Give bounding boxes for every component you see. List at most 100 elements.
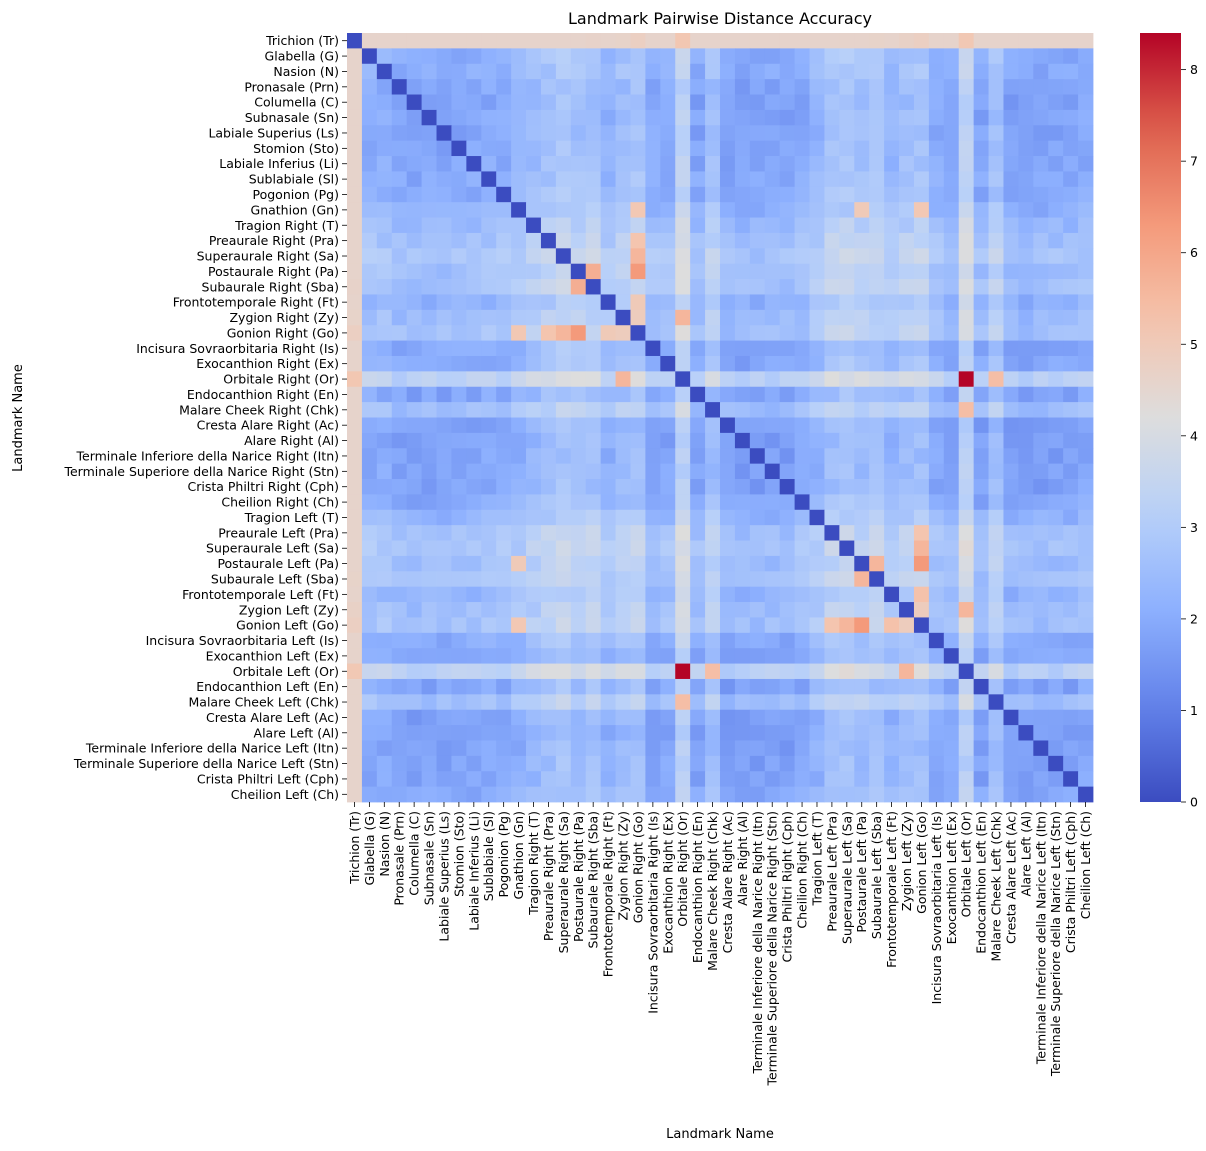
heatmap-cell — [899, 263, 915, 280]
heatmap-cell — [511, 156, 527, 172]
heatmap-cell — [854, 355, 870, 372]
heatmap-cell — [421, 340, 437, 357]
heatmap-cell — [481, 463, 497, 480]
heatmap-cell — [406, 432, 422, 449]
heatmap-cell — [421, 786, 437, 803]
heatmap-cell — [406, 740, 422, 757]
heatmap-cell — [988, 156, 1004, 172]
heatmap-cell — [585, 33, 602, 49]
heatmap-cell — [899, 171, 915, 188]
x-tick-label: Endocanthion Right (En) — [690, 811, 705, 963]
heatmap-cell — [1048, 63, 1064, 80]
heatmap-cell — [913, 725, 930, 741]
heatmap-cell — [928, 663, 945, 680]
heatmap-cell — [630, 540, 646, 557]
heatmap-cell — [973, 678, 989, 695]
heatmap-cell — [615, 463, 631, 480]
heatmap-cell — [436, 694, 452, 711]
heatmap-cell — [928, 694, 945, 711]
heatmap-cell — [690, 755, 706, 772]
y-tick-label: Cheilion Right (Ch) — [221, 495, 339, 510]
heatmap-cell — [645, 540, 661, 557]
heatmap-cell — [779, 571, 795, 588]
heatmap-cell — [973, 109, 989, 126]
heatmap-cell — [1018, 140, 1034, 157]
heatmap-cell — [585, 540, 602, 557]
heatmap-cell — [1048, 386, 1064, 403]
heatmap-cell — [958, 709, 975, 726]
heatmap-cell — [705, 540, 721, 557]
heatmap-cell — [854, 417, 870, 434]
heatmap-cell — [660, 171, 676, 188]
heatmap-cell — [764, 48, 781, 65]
y-tick-label: Cheilion Left (Ch) — [231, 787, 339, 802]
heatmap-cell — [839, 648, 855, 664]
y-tick-label: Tragion Left (T) — [244, 510, 339, 525]
heatmap-cell — [645, 217, 661, 234]
heatmap-cell — [973, 232, 989, 249]
heatmap-cell — [361, 202, 378, 218]
heatmap-cell — [451, 494, 467, 511]
heatmap-cell — [615, 232, 631, 249]
heatmap-cell — [615, 617, 631, 634]
heatmap-cell — [869, 156, 885, 172]
heatmap-cell — [854, 309, 870, 326]
heatmap-cell — [1063, 509, 1079, 526]
heatmap-cell — [734, 79, 751, 95]
y-tick-label: Frontotemporale Right (Ft) — [173, 295, 339, 310]
heatmap-cell — [839, 232, 855, 249]
heatmap-cell — [1063, 294, 1079, 311]
heatmap-cell — [1018, 33, 1034, 49]
heatmap-cell — [988, 386, 1004, 403]
heatmap-cell — [943, 125, 960, 142]
heatmap-cell — [884, 171, 900, 188]
heatmap-cell — [1033, 725, 1049, 741]
heatmap-cell — [958, 602, 975, 618]
heatmap-cell — [1003, 279, 1019, 295]
heatmap-cell — [913, 309, 930, 326]
heatmap-cell — [1003, 186, 1019, 203]
heatmap-cell — [555, 540, 572, 557]
heatmap-cell — [869, 525, 885, 541]
heatmap-cell — [645, 617, 661, 634]
heatmap-cell — [451, 186, 467, 203]
heatmap-cell — [481, 725, 497, 741]
heatmap-cell — [899, 663, 915, 680]
heatmap-cell — [391, 217, 408, 234]
heatmap-cell — [839, 48, 855, 65]
heatmap-cell — [526, 63, 542, 80]
heatmap-cell — [1003, 740, 1019, 757]
heatmap-cell — [600, 648, 616, 664]
heatmap-cell — [645, 140, 661, 157]
heatmap-cell — [1078, 309, 1094, 326]
heatmap-cell — [734, 94, 751, 111]
heatmap-cell — [496, 232, 512, 249]
heatmap-cell — [391, 202, 408, 218]
heatmap-cell — [839, 725, 855, 741]
heatmap-cell — [347, 94, 363, 111]
heatmap-cell — [1063, 355, 1079, 372]
heatmap-cell — [988, 725, 1004, 741]
heatmap-cell — [869, 94, 885, 111]
heatmap-cell — [794, 709, 810, 726]
heatmap-cell — [973, 355, 989, 372]
heatmap-cell — [794, 355, 810, 372]
heatmap-cell — [555, 386, 572, 403]
heatmap-cell — [1048, 571, 1064, 588]
heatmap-cell — [1003, 602, 1019, 618]
heatmap-cell — [884, 217, 900, 234]
heatmap-cell — [734, 125, 751, 142]
heatmap-cell — [361, 402, 378, 418]
heatmap-cell — [884, 586, 900, 603]
heatmap-cell — [496, 663, 512, 680]
heatmap-cell — [526, 479, 542, 495]
heatmap-cell — [361, 709, 378, 726]
heatmap-cell — [570, 525, 587, 541]
heatmap-cell — [1018, 463, 1034, 480]
heatmap-cell — [481, 186, 497, 203]
heatmap-cell — [540, 140, 557, 157]
heatmap-cell — [1018, 79, 1034, 95]
heatmap-cell — [943, 79, 960, 95]
heatmap-cell — [391, 755, 408, 772]
heatmap-cell — [615, 94, 631, 111]
